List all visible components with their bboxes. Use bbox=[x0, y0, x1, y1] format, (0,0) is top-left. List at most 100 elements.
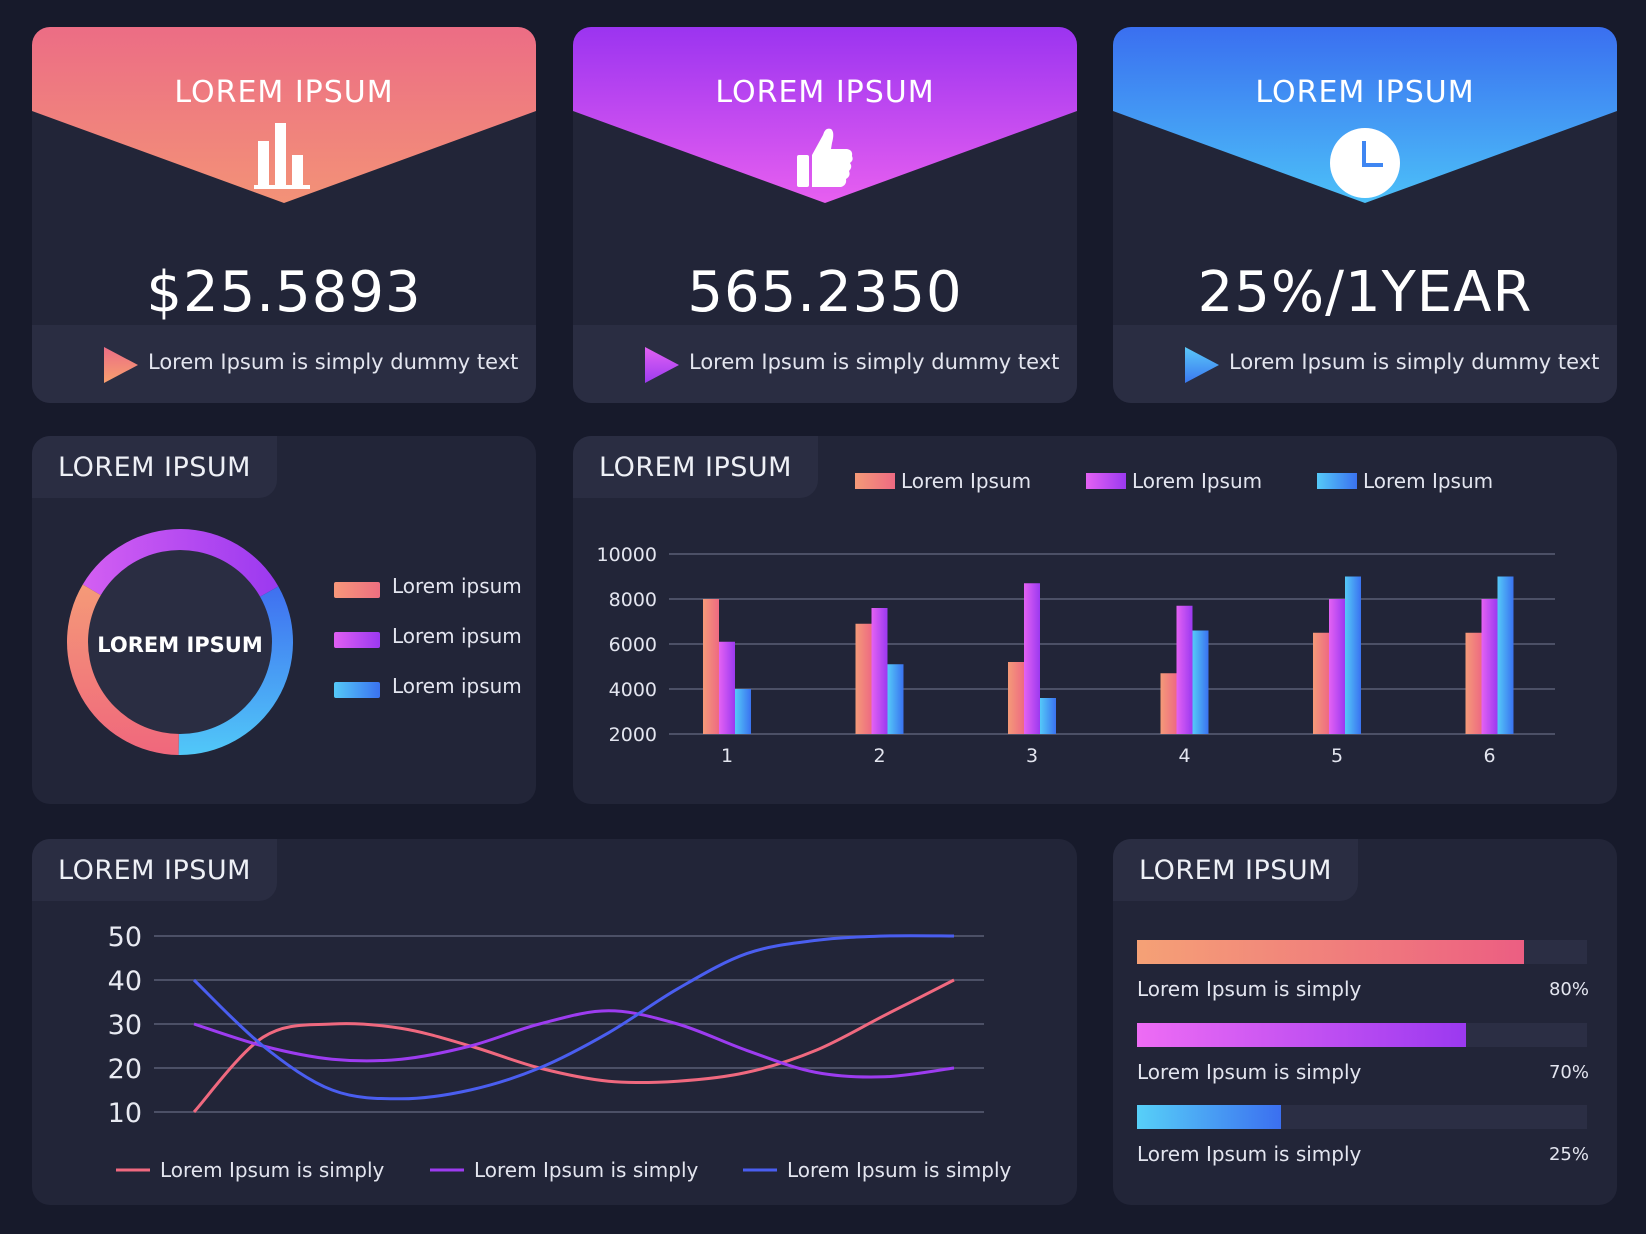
legend-item: Lorem ipsum bbox=[392, 624, 522, 648]
legend-label: Lorem Ipsum bbox=[901, 469, 1031, 493]
legend-label: Lorem Ipsum bbox=[1363, 469, 1493, 493]
bar bbox=[1497, 576, 1514, 734]
donut-chart: LOREM IPSUM bbox=[66, 529, 293, 755]
bar bbox=[1313, 632, 1329, 734]
y-tick-label: 50 bbox=[108, 922, 142, 953]
bar bbox=[1176, 605, 1193, 734]
legend-item: Lorem ipsum bbox=[392, 574, 522, 598]
y-tick-label: 8000 bbox=[609, 589, 657, 611]
progress-fill bbox=[1137, 1105, 1281, 1129]
x-tick-label: 6 bbox=[1483, 745, 1495, 767]
thumbs-up-icon bbox=[795, 119, 855, 195]
series-line bbox=[193, 1009, 955, 1079]
kpi-banner bbox=[1113, 27, 1617, 203]
kpi-footer: Lorem Ipsum is simply dummy text bbox=[573, 325, 1077, 403]
bar bbox=[735, 689, 751, 734]
legend-label: Lorem Ipsum is simply bbox=[474, 1158, 699, 1182]
legend-swatch-purple bbox=[334, 632, 380, 648]
kpi-title: LOREM IPSUM bbox=[715, 75, 935, 110]
kpi-card-growth: LOREM IPSUM 25%/1YEAR Lorem Ipsum is sim… bbox=[1113, 27, 1617, 403]
donut-panel: LOREM IPSUM LOREM IPSUM Lorem ipsum Lore… bbox=[32, 436, 536, 804]
y-tick-label: 20 bbox=[108, 1054, 142, 1085]
kpi-card-likes: LOREM IPSUM 565.2350 Lorem Ipsum is simp… bbox=[573, 27, 1077, 403]
kpi-value: 565.2350 bbox=[687, 260, 963, 325]
series-line bbox=[192, 978, 955, 1114]
kpi-banner bbox=[573, 27, 1077, 203]
kpi-title: LOREM IPSUM bbox=[1255, 75, 1475, 110]
y-tick-label: 30 bbox=[108, 1010, 142, 1041]
kpi-footer-text: Lorem Ipsum is simply dummy text bbox=[689, 350, 1060, 374]
kpi-footer: Lorem Ipsum is simply dummy text bbox=[32, 325, 536, 403]
x-tick-label: 5 bbox=[1331, 745, 1343, 767]
series-line bbox=[192, 934, 955, 1101]
bar bbox=[1481, 599, 1498, 734]
clock-icon bbox=[1329, 127, 1401, 199]
progress-percent: 80% bbox=[1548, 979, 1589, 1000]
kpi-footer: Lorem Ipsum is simply dummy text bbox=[1113, 325, 1617, 403]
y-tick-label: 10000 bbox=[597, 544, 657, 566]
x-tick-label: 1 bbox=[721, 745, 733, 767]
progress-bar bbox=[1137, 940, 1587, 964]
legend-label: Lorem Ipsum bbox=[1132, 469, 1262, 493]
panel-title: LOREM IPSUM bbox=[1113, 839, 1358, 901]
legend-swatch-coral bbox=[334, 582, 380, 598]
legend-label: Lorem Ipsum is simply bbox=[160, 1158, 385, 1182]
kpi-footer-text: Lorem Ipsum is simply dummy text bbox=[1229, 350, 1600, 374]
progress-fill bbox=[1137, 1023, 1466, 1047]
legend-swatch bbox=[1086, 473, 1126, 489]
bar bbox=[1024, 583, 1040, 734]
bar bbox=[1160, 673, 1177, 734]
donut-center-label: LOREM IPSUM bbox=[97, 633, 263, 657]
kpi-value: 25%/1YEAR bbox=[1197, 260, 1533, 325]
panel-title: LOREM IPSUM bbox=[32, 436, 277, 498]
progress-percent: 70% bbox=[1548, 1062, 1589, 1083]
bar-chart-icon bbox=[254, 119, 314, 195]
y-tick-label: 10 bbox=[108, 1098, 142, 1129]
bar-chart: Lorem Ipsum Lorem Ipsum Lorem Ipsum 2000 40… bbox=[597, 469, 1555, 767]
bar bbox=[1329, 599, 1345, 734]
play-arrow-icon bbox=[645, 347, 679, 383]
legend-swatch bbox=[855, 473, 895, 489]
progress-panel: LOREM IPSUM Lorem Ipsum is simply 80% Lo… bbox=[1113, 839, 1617, 1205]
progress-bar bbox=[1137, 1105, 1587, 1129]
kpi-card-revenue: LOREM IPSUM $25.5893 Lorem Ipsum is simp… bbox=[32, 27, 536, 403]
kpi-banner bbox=[32, 27, 536, 203]
legend-swatch-blue bbox=[334, 682, 380, 698]
bar bbox=[1040, 698, 1056, 734]
play-arrow-icon bbox=[1185, 347, 1219, 383]
line-chart: 10 20 30 40 50 Lorem Ipsum is simply Lorem Ip… bbox=[108, 922, 1012, 1182]
kpi-footer-text: Lorem Ipsum is simply dummy text bbox=[148, 350, 519, 374]
progress-label: Lorem Ipsum is simply bbox=[1137, 1060, 1362, 1084]
bar bbox=[1008, 662, 1024, 734]
legend-label: Lorem Ipsum is simply bbox=[787, 1158, 1012, 1182]
legend-swatch bbox=[1317, 473, 1357, 489]
progress-percent: 25% bbox=[1548, 1144, 1589, 1165]
y-tick-label: 4000 bbox=[609, 679, 657, 701]
panel-title: LOREM IPSUM bbox=[573, 436, 818, 498]
bar bbox=[871, 608, 888, 734]
x-tick-label: 4 bbox=[1178, 745, 1190, 767]
bar bbox=[719, 641, 735, 734]
y-tick-label: 6000 bbox=[609, 634, 657, 656]
bar bbox=[1345, 576, 1361, 734]
kpi-title: LOREM IPSUM bbox=[174, 75, 394, 110]
progress-fill bbox=[1137, 940, 1524, 964]
x-tick-label: 3 bbox=[1026, 745, 1038, 767]
panel-title: LOREM IPSUM bbox=[32, 839, 277, 901]
bar-chart-panel: LOREM IPSUM Lorem Ipsum Lorem Ipsum Lorem … bbox=[573, 436, 1617, 804]
bar bbox=[703, 599, 719, 734]
line-chart-panel: LOREM IPSUM 10 20 30 40 50 Lorem Ipsum is si… bbox=[32, 839, 1077, 1205]
kpi-value: $25.5893 bbox=[146, 260, 422, 325]
bar bbox=[887, 664, 904, 734]
y-tick-label: 2000 bbox=[609, 724, 657, 746]
progress-label: Lorem Ipsum is simply bbox=[1137, 1142, 1362, 1166]
bar bbox=[1465, 632, 1482, 734]
progress-bar bbox=[1137, 1023, 1587, 1047]
bar bbox=[1192, 630, 1209, 734]
x-tick-label: 2 bbox=[873, 745, 885, 767]
play-arrow-icon bbox=[104, 347, 138, 383]
bar bbox=[855, 623, 872, 734]
progress-label: Lorem Ipsum is simply bbox=[1137, 977, 1362, 1001]
legend-item: Lorem ipsum bbox=[392, 674, 522, 698]
y-tick-label: 40 bbox=[108, 966, 142, 997]
